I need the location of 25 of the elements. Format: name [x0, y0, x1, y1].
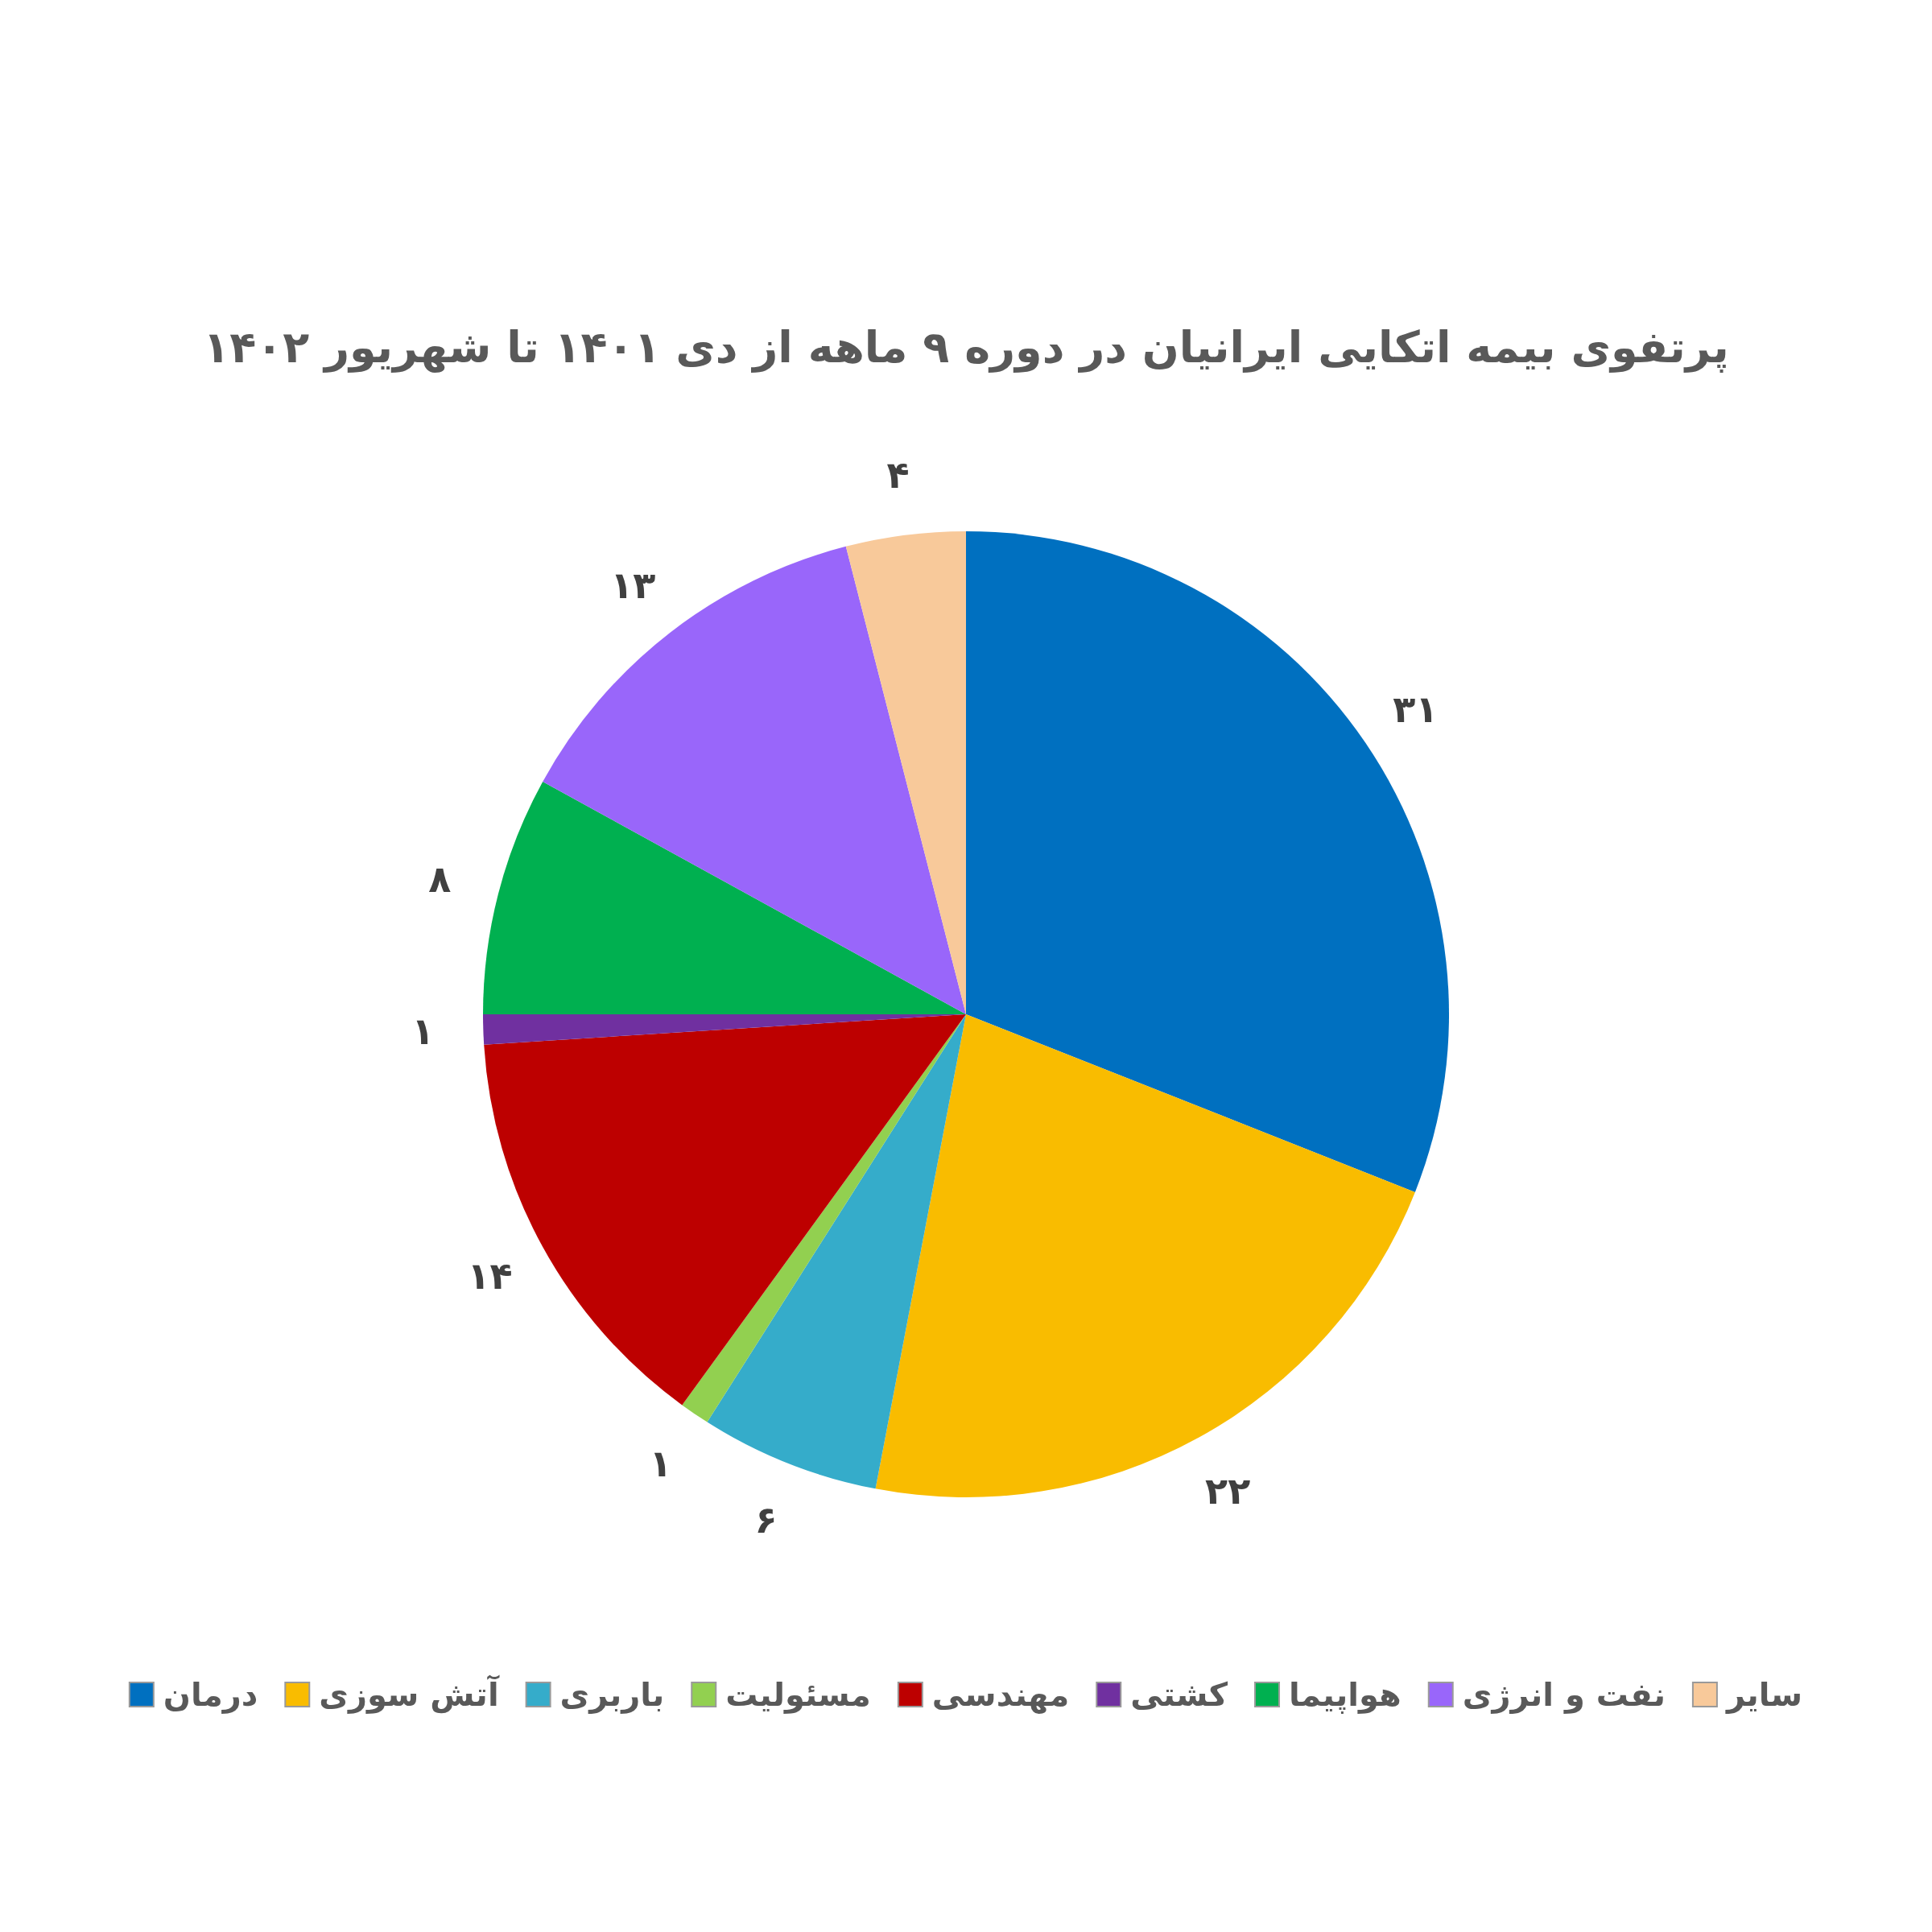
data-label: ۴ [886, 453, 910, 497]
legend-label: هواپیما [1289, 1676, 1402, 1714]
data-label: ۶ [754, 1497, 778, 1542]
pie-slice [483, 781, 966, 1014]
data-label: ۱ [649, 1442, 672, 1486]
data-label: ۱۴ [467, 1254, 513, 1298]
data-label: ۱ [411, 1009, 435, 1054]
pie-slice [966, 531, 1449, 1192]
chart-title: پرتفوی بیمه اتکایی ایرانیان در دوره ۹ ماهه از دی ۱۴۰۱ تا شهریور ۱۴۰۲ [203, 322, 1729, 373]
legend-label: باربری [559, 1676, 665, 1714]
pie-slice [543, 546, 966, 1014]
legend-label: آتش سوزی [319, 1674, 500, 1714]
pie-slice [682, 1014, 966, 1422]
data-label: ۳۱ [1393, 687, 1439, 731]
data-label: ۸ [428, 857, 452, 902]
data-label: ۱۳ [610, 563, 656, 607]
data-label: ۲۲ [1205, 1468, 1251, 1513]
pie-slice [707, 1014, 966, 1489]
legend-label: نفت و انرژی [1462, 1676, 1666, 1714]
legend-label: سایر [1724, 1676, 1803, 1714]
legend-label: مهندسی [931, 1676, 1070, 1714]
legend-label: مسئولیت [725, 1676, 871, 1714]
legend-label: کشتی [1130, 1676, 1228, 1713]
legend-label: درمان [163, 1676, 258, 1714]
pie-slice [845, 531, 966, 1014]
